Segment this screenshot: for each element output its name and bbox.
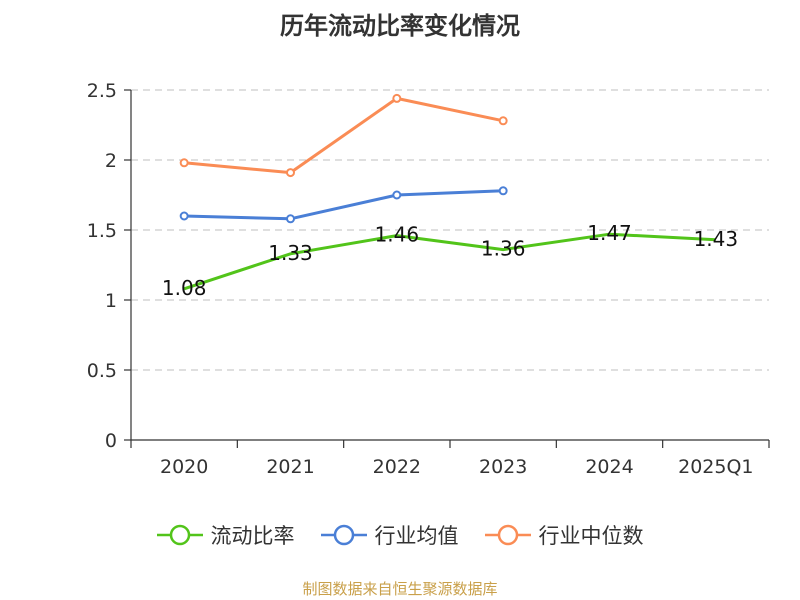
data-label: 1.46 [375,223,420,247]
x-tick-label: 2025Q1 [678,456,753,478]
data-label: 1.08 [162,276,207,300]
legend-item-industry-average[interactable]: 行业均值 [320,520,459,550]
x-tick-label: 2021 [266,456,314,478]
data-point [179,211,189,221]
data-label: 1.47 [587,221,632,245]
data-source-note: 制图数据来自恒生聚源数据库 [302,580,498,598]
x-tick-label: 2023 [479,456,527,478]
data-label: 1.43 [694,227,739,251]
series-line-0 [183,232,716,291]
data-point [392,190,402,200]
legend-swatch-icon [320,524,367,546]
x-tick-label: 2022 [373,456,421,478]
y-tick-label: 0.5 [87,360,117,382]
legend-item-industry-median[interactable]: 行业中位数 [484,520,644,550]
y-tick-label: 2 [105,150,117,172]
legend-label: 流动比率 [210,524,295,548]
legend-swatch-icon [484,524,531,546]
grid-lines [131,89,769,371]
data-point [179,158,189,168]
data-label: 1.33 [268,241,313,265]
series-line-1 [184,189,504,221]
legend-label: 行业中位数 [538,524,644,548]
axes: 0 0.5 1 1.5 2 2.5 2020 2021 2022 2023 2024 2025Q1 [87,80,770,478]
data-point [286,214,295,224]
y-tick-label: 0 [105,430,117,452]
data-labels: 1.08 1.33 1.46 1.36 1.47 1.43 [162,221,738,300]
data-label: 1.36 [481,237,526,261]
y-tick-label: 1.5 [87,220,117,242]
data-point [286,168,295,178]
legend-item-current-ratio[interactable]: 流动比率 [156,520,295,550]
legend: 流动比率 行业均值 行业中位数 [0,520,800,550]
legend-label: 行业均值 [374,524,459,548]
chart-title: 历年流动比率变化情况 [280,12,520,40]
x-tick-label: 2020 [160,456,208,478]
y-tick-label: 1 [105,290,117,312]
x-tick-label: 2024 [585,456,633,478]
series-lines [179,93,716,291]
data-point [392,93,402,103]
series-line-2 [184,96,504,175]
data-point [498,116,508,126]
data-point [498,186,508,196]
legend-swatch-icon [156,524,203,546]
y-tick-label: 2.5 [87,80,117,102]
